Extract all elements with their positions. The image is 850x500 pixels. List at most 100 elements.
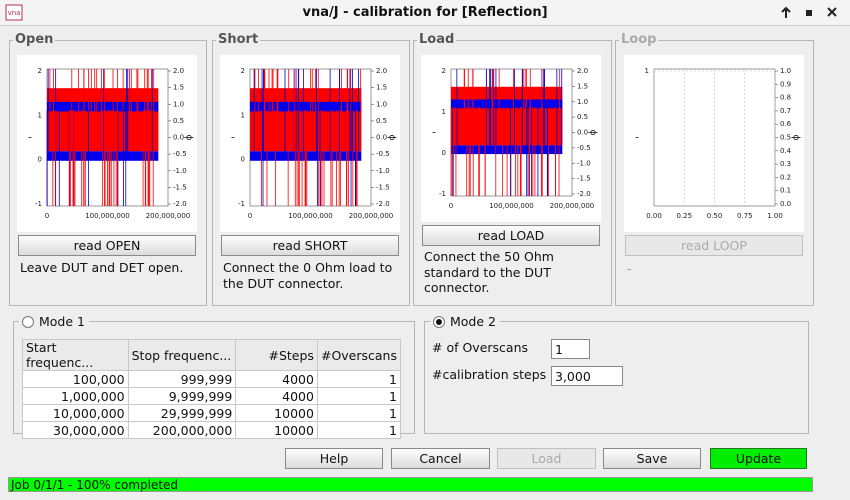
table-row[interactable]: 30,000,000 200,000,000 10000 1 — [22, 421, 402, 439]
y-tick-label: 2 — [442, 67, 446, 75]
table-cell: 100,000 — [22, 370, 129, 388]
y2-tick-label: -1.5 — [173, 183, 187, 191]
x-tick-label: 100,000,000 — [288, 212, 333, 220]
mode1-bg — [19, 314, 89, 330]
y2-tick-label: 0.9 — [780, 80, 791, 88]
y2-tick-label: 2.0 — [577, 67, 588, 75]
y-tick-label: 1 — [442, 108, 446, 116]
y2-tick-label: -2.0 — [577, 190, 591, 198]
y2-tick-label: 0.8 — [780, 94, 791, 102]
x-tick-label: 0.50 — [707, 212, 723, 220]
app-icon: vna — [5, 4, 23, 21]
y-tick-label: 2 — [38, 67, 42, 75]
column-header[interactable]: #Steps — [235, 339, 318, 371]
table-cell: 1 — [316, 404, 402, 422]
mode2-label[interactable]: Mode 2 — [450, 314, 496, 329]
description: connector. — [424, 280, 490, 295]
panel-frame — [413, 40, 612, 306]
y2-tick-label: 2.0 — [173, 67, 184, 75]
x-tick-label: 1.00 — [767, 212, 783, 220]
dialog-button[interactable]: Help — [285, 448, 383, 469]
dialog-button[interactable]: Save — [603, 448, 701, 469]
table-cell: 4000 — [235, 387, 318, 405]
column-header[interactable]: Stop frequenc... — [127, 339, 237, 371]
calibration-plot: 210-12.01.51.00.50.0-0.5-1.0-1.5-2.00 100… — [421, 55, 601, 222]
blue-band — [451, 99, 563, 109]
y2-tick-label: 0.0 — [376, 134, 387, 142]
panel-frame — [212, 40, 410, 306]
radio-button[interactable] — [432, 315, 446, 329]
y2-tick-label: -1.5 — [577, 175, 591, 183]
radio-dot — [436, 319, 442, 325]
y2-tick-label: 0.6 — [780, 120, 792, 128]
text-field[interactable]: 3,000 — [551, 366, 623, 386]
y2-tick-label: 0.1 — [780, 187, 791, 195]
text-field[interactable]: 1 — [551, 339, 590, 359]
read-button[interactable]: read LOAD — [422, 225, 600, 246]
panel-title: Short — [216, 32, 261, 47]
panel-title: Open — [13, 32, 56, 47]
table-row[interactable]: 100,000 999,999 4000 1 — [22, 370, 402, 388]
description: Connect the 50 Ohm — [424, 249, 554, 264]
y2-tick-label: -0.5 — [173, 150, 187, 158]
window-controls[interactable] — [776, 4, 846, 21]
panel-frame — [9, 40, 207, 306]
y2-tick-label: 0.0 — [780, 200, 791, 208]
read-button[interactable]: read SHORT — [221, 235, 399, 256]
table-row[interactable]: 1,000,000 9,999,999 4000 1 — [22, 387, 402, 405]
table-cell: 4000 — [235, 370, 318, 388]
blue-band — [451, 145, 563, 155]
window-title: vna/J - calibration for [Reflection] — [302, 5, 548, 20]
x-tick-label: 0.25 — [676, 212, 692, 220]
radio-button[interactable] — [21, 315, 35, 329]
blue-band — [250, 101, 362, 112]
table-cell: 9,999,999 — [127, 387, 237, 405]
y2-tick-label: -1.0 — [376, 167, 390, 175]
table-cell: 1,000,000 — [22, 387, 129, 405]
table-cell: 10000 — [235, 404, 318, 422]
y2-tick-label: -0.5 — [376, 150, 390, 158]
y2-axis-label: ϕ — [387, 135, 397, 141]
x-tick-label: 100,000,000 — [85, 212, 130, 220]
dialog-button[interactable]: Update — [710, 448, 807, 469]
mode2-frame — [424, 321, 809, 434]
x-tick-label: 0.75 — [737, 212, 753, 220]
y2-tick-label: 0.4 — [780, 147, 792, 155]
table-cell: 10,000,000 — [22, 404, 129, 422]
table-row[interactable]: 10,000,000 29,999,999 10000 1 — [22, 404, 402, 422]
y2-tick-label: 1.5 — [577, 82, 588, 90]
y-axis-label: - — [432, 126, 436, 139]
read-button[interactable]: read OPEN — [18, 235, 196, 256]
y-axis-label: - — [28, 131, 32, 144]
calibration-plot: 1 1.0 0.9 0.8 0.7 0.6 0.5 0.4 0.3 0.2 0.1 0.0 0.00 0.… — [624, 55, 804, 232]
y-tick-label: 0 — [38, 156, 42, 164]
y2-tick-label: 1.0 — [577, 98, 588, 106]
panel-title: Load — [417, 32, 457, 47]
y2-axis-label: ϕ — [791, 135, 801, 141]
table-cell: 30,000,000 — [22, 421, 129, 439]
title-bar: vna vna/J - calibration for [Reflection] — [0, 0, 850, 26]
dialog-button: Load — [497, 448, 596, 469]
y2-tick-label: -1.0 — [577, 159, 591, 167]
read-button: read LOOP — [625, 235, 803, 256]
y-axis-label: - — [231, 131, 235, 144]
y2-tick-label: 0.3 — [780, 160, 791, 168]
mode1-label[interactable]: Mode 1 — [39, 314, 85, 329]
column-header[interactable]: #Overscans — [316, 339, 402, 371]
y2-tick-label: 0.5 — [577, 113, 588, 121]
description: Leave DUT and DET open. — [20, 260, 184, 275]
y2-tick-label: 1.5 — [173, 84, 184, 92]
y2-tick-label: 0.5 — [780, 134, 791, 142]
calibration-plot: 210-12.01.51.00.50.0-0.5-1.0-1.5-2.00 100… — [220, 55, 400, 232]
noise-band — [451, 108, 563, 146]
x-tick-label: 200,000,000 — [550, 202, 595, 210]
column-header[interactable]: Start frequenc... — [22, 339, 129, 371]
table-cell: 1 — [316, 370, 402, 388]
description: the DUT connector. — [223, 275, 344, 291]
table-cell: 10000 — [235, 421, 318, 439]
dialog-button[interactable]: Cancel — [391, 448, 490, 469]
progress-bar: Job 0/1/1 - 100% completed — [8, 477, 813, 492]
panel-title: Loop — [619, 32, 659, 47]
x-tick-label: 0 — [248, 212, 252, 220]
table-cell: 200,000,000 — [127, 421, 237, 439]
